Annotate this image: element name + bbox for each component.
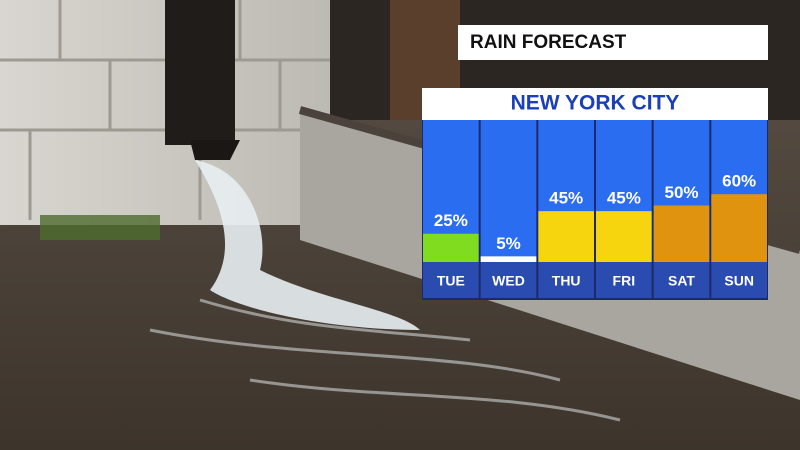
bar <box>480 256 537 262</box>
value-label: 50% <box>664 183 698 202</box>
chart-title: RAIN FORECAST <box>470 32 627 53</box>
plot-area: TUE 25% WED 5% THU 45% FRI 45% SAT 50% SUN 60% <box>423 120 767 298</box>
chart-subtitle: NEW YORK CITY <box>511 92 680 115</box>
x-tick-label: THU <box>552 273 581 289</box>
day-band <box>711 262 767 298</box>
title-box <box>458 25 768 60</box>
subtitle-box <box>422 88 768 120</box>
bar <box>653 205 710 262</box>
day-band <box>596 262 652 298</box>
day-band <box>480 262 537 298</box>
column-background <box>480 120 537 262</box>
value-label: 60% <box>722 172 756 191</box>
day-band <box>423 262 479 298</box>
bar <box>423 233 479 262</box>
value-label: 25% <box>434 211 468 230</box>
bar <box>596 211 652 262</box>
x-tick-label: SAT <box>668 273 695 289</box>
bar <box>538 211 594 262</box>
day-band <box>653 262 710 298</box>
value-label: 5% <box>496 234 521 253</box>
x-tick-label: SUN <box>724 273 754 289</box>
x-tick-label: TUE <box>437 273 465 289</box>
x-tick-label: FRI <box>613 273 636 289</box>
value-label: 45% <box>607 189 641 208</box>
x-tick-label: WED <box>492 273 525 289</box>
chart-panel <box>422 120 768 300</box>
bar <box>711 194 767 262</box>
value-label: 45% <box>549 189 583 208</box>
day-band <box>538 262 594 298</box>
